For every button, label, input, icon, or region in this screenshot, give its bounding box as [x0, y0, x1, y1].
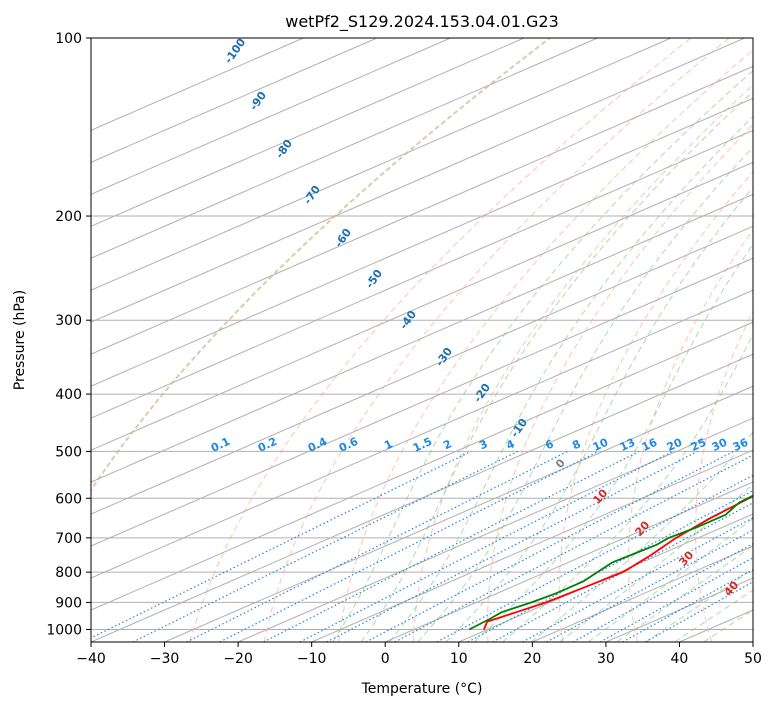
y-tick-label-9: 1000 — [46, 622, 82, 638]
y-tick-label-6: 700 — [55, 531, 82, 547]
mixing-ratio-line-15 — [599, 557, 753, 642]
y-tick-label-3: 400 — [55, 387, 82, 403]
mixing-ratio-line-14 — [572, 542, 753, 642]
x-tick-label-1: −30 — [150, 651, 180, 667]
y-tick-label-7: 800 — [55, 565, 82, 581]
y-axis-label: Pressure (hPa) — [12, 290, 28, 390]
dry-adiabat-40 — [695, 310, 753, 642]
isotherm--50 — [91, 321, 753, 611]
chart-title: wetPf2_S129.2024.153.04.01.G23 — [285, 12, 559, 32]
isotherm--160 — [91, 38, 598, 259]
plot-frame — [90, 37, 754, 643]
mixing-ratio-label-16: 30 — [710, 436, 730, 454]
isotherm--90 — [91, 193, 753, 483]
x-tick-label-4: 0 — [381, 651, 390, 667]
isotherm--110 — [91, 129, 753, 419]
dry-adiabat--30 — [189, 38, 692, 642]
isotherm--190 — [91, 38, 378, 163]
mixing-ratio-line-0 — [91, 450, 472, 639]
moist-adiabat--6 — [360, 90, 753, 642]
x-tick-label-3: −10 — [297, 651, 327, 667]
mixing-ratio-label-11: 10 — [591, 436, 611, 454]
mixing-ratio-line-3 — [219, 450, 599, 642]
reference-dashed-curve — [91, 38, 551, 492]
isotherm--30 — [164, 385, 753, 642]
x-axis-label: Temperature (°C) — [361, 681, 483, 697]
y-tick-label-2: 300 — [55, 313, 82, 329]
x-tick-label-9: 50 — [744, 651, 762, 667]
axes: −40 −30 −20 −10 0 10 20 30 40 50 100 200 300 400 500 60… — [46, 31, 762, 667]
isotherm--60 — [91, 289, 753, 579]
moist-adiabat-2 — [417, 146, 753, 642]
isotherm--40 — [91, 353, 753, 642]
x-tick-label-7: 30 — [597, 651, 615, 667]
isotherm--100 — [91, 161, 753, 451]
plot-area — [91, 38, 753, 642]
mixing-ratio-line-16 — [622, 568, 753, 642]
moist-adiabat--10 — [332, 70, 753, 642]
dewpoint-profile-line — [468, 494, 753, 631]
moist-adiabat-38 — [674, 589, 753, 642]
dry-adiabat-30 — [627, 228, 753, 642]
isotherm--140 — [91, 38, 745, 323]
mixing-ratio-label-13: 16 — [640, 436, 660, 454]
mixing-ratio-line-1 — [132, 450, 518, 642]
moist-adiabat-6 — [445, 186, 753, 642]
dry-adiabat-20 — [558, 170, 753, 642]
mixing-ratio-line-8 — [394, 454, 753, 642]
dry-adiabat-0 — [412, 84, 753, 642]
isotherm--180 — [91, 38, 451, 195]
isotherm--10 — [311, 449, 753, 642]
x-tick-label-2: −20 — [223, 651, 253, 667]
isotherm-10 — [458, 513, 753, 642]
x-tick-label-6: 20 — [523, 651, 541, 667]
moist-adiabat-22 — [559, 483, 753, 642]
moist-adiabat--2 — [389, 115, 753, 642]
y-tick-label-4: 500 — [55, 444, 82, 460]
isotherm-0 — [385, 481, 753, 642]
isotherm--120 — [91, 97, 753, 387]
x-tick-label-5: 10 — [450, 651, 468, 667]
isotherm--150 — [91, 38, 672, 291]
mixing-ratio-label-12: 13 — [618, 436, 637, 454]
y-tick-label-1: 200 — [55, 209, 82, 225]
moist-adiabat-34 — [645, 568, 753, 642]
mixing-ratio-line-2 — [186, 450, 568, 642]
x-tick-label-0: −40 — [76, 651, 106, 667]
mixing-ratio-label-15: 25 — [689, 436, 708, 454]
mixing-ratio-line-4 — [263, 450, 640, 642]
moist-adiabat-26 — [587, 517, 753, 642]
moist-adiabat-18 — [530, 431, 753, 642]
y-tick-label-0: 100 — [55, 31, 82, 47]
moist-adiabat-10 — [473, 243, 753, 642]
moist-adiabat-30 — [616, 544, 753, 642]
dry-adiabat-10 — [486, 124, 753, 642]
isotherm--130 — [91, 65, 753, 355]
mixing-ratio-line-12 — [522, 517, 753, 642]
isotherm--20 — [237, 417, 753, 642]
isotherm--80 — [91, 225, 753, 515]
temperature-profile-line — [483, 494, 753, 630]
x-tick-label-8: 40 — [671, 651, 689, 667]
mixing-ratio-line-7 — [365, 450, 734, 642]
mixing-ratio-line-13 — [546, 529, 753, 642]
mixing-ratio-line-17 — [645, 581, 753, 642]
isotherm--170 — [91, 38, 525, 227]
dry-adiabat--20 — [263, 38, 730, 642]
mixing-ratio-label-17: 36 — [731, 436, 751, 454]
y-tick-label-5: 600 — [55, 491, 82, 507]
y-tick-label-8: 900 — [55, 595, 82, 611]
mixing-ratio-label-14: 20 — [665, 436, 685, 454]
